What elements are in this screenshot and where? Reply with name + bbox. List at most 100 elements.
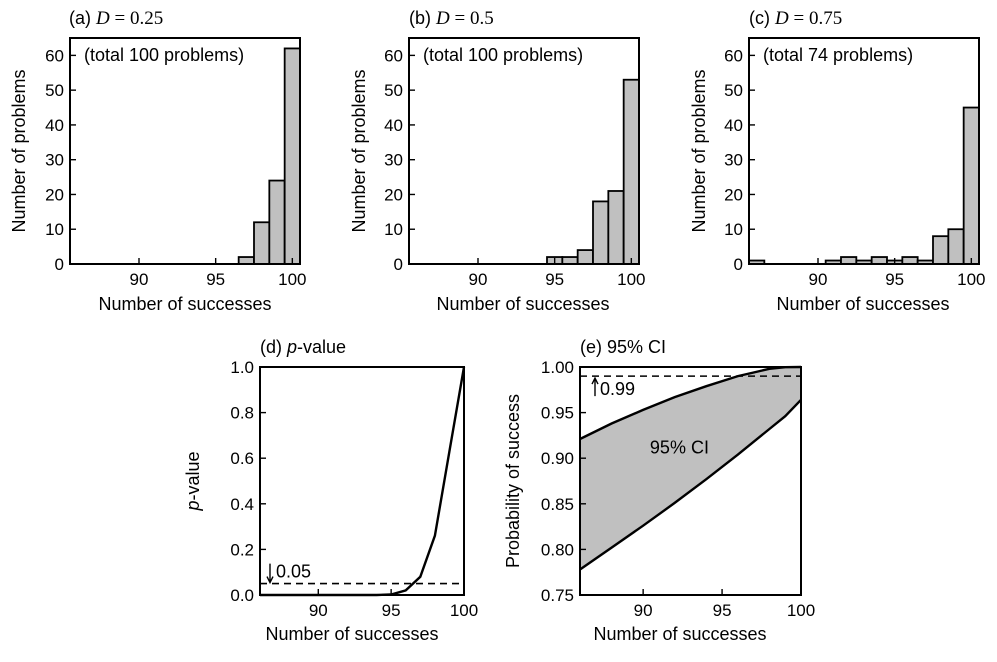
panel-a-bar-99: [268, 179, 286, 265]
panel-e-label: (e): [580, 337, 602, 357]
panel-c: (c) D = 0.75 90 95 100 0 10 20 30 40 50 60 (total …: [689, 8, 986, 314]
panel-d-plot: 0.05: [260, 366, 466, 597]
panel-undefined-xtick-label-2: 100: [617, 270, 645, 289]
panel-d-title-italic: p: [286, 337, 297, 357]
panel-a: (a) D = 0.25 90 95 100 0 10 20 30 40 50 60 (total …: [9, 8, 307, 314]
panel-c-label: (c): [749, 8, 770, 28]
panel-b-axes-frame: [408, 37, 640, 265]
panel-undefined-ytick-label-6: 60: [724, 46, 743, 65]
panel-c-bar-94: [870, 256, 888, 265]
panel-c-title: (c) D = 0.75: [749, 8, 842, 29]
panel-b-bar-97: [576, 249, 594, 265]
panel-e-plot: 0.99 95% CI: [579, 365, 802, 571]
panel-c-title-symbol: D: [774, 8, 789, 29]
panel-c-ylabel: Number of problems: [689, 69, 709, 232]
panel-a-title-symbol: D: [95, 8, 110, 29]
panel-undefined-ytick-label-1: 10: [384, 220, 403, 239]
panel-e-reference-arrow: [591, 376, 599, 397]
panel-d-ytick-label-2: 0.4: [230, 495, 254, 514]
panel-undefined-ytick-label-3: 30: [384, 151, 403, 170]
panel-e-xtick-label-0: 90: [634, 601, 653, 620]
panel-undefined-xtick-label-0: 90: [130, 270, 149, 289]
panel-undefined-xtick-label-1: 95: [885, 270, 904, 289]
panel-undefined-ytick-label-1: 10: [724, 220, 743, 239]
panel-e-ticks: 90 95 100 0.75 0.80 0.85 0.90 0.95 1.00: [541, 358, 815, 620]
panel-undefined-ytick-label-0: 0: [394, 255, 403, 274]
panel-e-xlabel: Number of successes: [593, 624, 766, 644]
panel-c-bar-100: [962, 106, 980, 265]
panel-b-title: (b) D = 0.5: [409, 8, 494, 29]
panel-a-bar-97: [237, 256, 255, 265]
panel-e-ci-band: [580, 367, 801, 570]
panel-a-title: (a) D = 0.25: [69, 8, 163, 29]
panel-a-bar-100: [283, 47, 301, 265]
panel-d-ylabel: p-value: [183, 451, 203, 511]
panel-e-ytick-label-0: 0.75: [541, 586, 574, 605]
panel-b-bar-100: [622, 78, 640, 265]
panel-b-title-symbol: D: [435, 8, 450, 29]
panel-e-ylabel: Probability of success: [503, 394, 523, 568]
panel-d-ticks: 90 95 100 0.0 0.2 0.4 0.6 0.8 1.0: [230, 358, 478, 620]
panel-b-annotation: (total 100 problems): [423, 45, 583, 65]
panel-b: (b) D = 0.5 90 95 100 0 10 20 30 40 50 60 (total 1…: [349, 8, 646, 314]
panel-d-title-rest: -value: [297, 337, 346, 357]
panel-e-band-label: 95% CI: [650, 438, 709, 458]
panel-undefined-ytick-label-2: 20: [384, 185, 403, 204]
panel-d-ytick-label-5: 1.0: [230, 358, 254, 377]
panel-c-bar-98: [932, 235, 950, 265]
panel-undefined-ytick-label-2: 20: [45, 185, 64, 204]
panel-c-bar-99: [947, 228, 965, 265]
panel-d-xlabel: Number of successes: [265, 624, 438, 644]
panel-d-series-0-line: [260, 366, 466, 597]
panel-a-bar-98: [253, 221, 271, 265]
panel-undefined-ytick-label-3: 30: [724, 151, 743, 170]
panel-undefined-ytick-label-5: 50: [384, 81, 403, 100]
panel-a-bars: [237, 47, 301, 265]
panel-d-xtick-label-1: 95: [382, 601, 401, 620]
panel-d-xtick-label-2: 100: [450, 601, 478, 620]
panel-undefined-xtick-label-1: 95: [206, 270, 225, 289]
panel-c-bar-96: [901, 256, 919, 265]
panel-undefined-ytick-label-4: 40: [384, 116, 403, 135]
panel-undefined-ytick-label-5: 50: [724, 81, 743, 100]
panel-b-bar-99: [607, 190, 625, 265]
panel-d-title: (d) p-value: [260, 337, 346, 357]
panel-a-ylabel: Number of problems: [9, 69, 29, 232]
panel-d-ylabel-italic: p: [183, 501, 203, 512]
panel-d: (d) p-value 0.05 90 95 1000.00.20.40.60.81.…: [183, 337, 478, 644]
panel-b-bar-96: [561, 256, 579, 265]
panel-undefined-ytick-label-0: 0: [734, 255, 743, 274]
panel-e-xtick-label-2: 100: [787, 601, 815, 620]
panel-d-ylabel-rest: -value: [183, 451, 203, 500]
panel-undefined-ytick-label-3: 30: [45, 151, 64, 170]
panel-b-xlabel: Number of successes: [436, 294, 609, 314]
panel-b-ylabel: Number of problems: [349, 69, 369, 232]
panel-d-ytick-label-4: 0.8: [230, 404, 254, 423]
panel-e-xtick-label-1: 95: [713, 601, 732, 620]
panel-e-ytick-label-1: 0.80: [541, 540, 574, 559]
panel-d-xtick-label-0: 90: [309, 601, 328, 620]
panel-c-ticks: 90 95 100 0 10 20 30 40 50 60: [724, 46, 985, 289]
panel-undefined-xtick-label-0: 90: [469, 270, 488, 289]
panel-undefined-ytick-label-2: 20: [724, 185, 743, 204]
panel-c-title-eq: =: [789, 8, 809, 29]
panel-undefined-xtick-label-0: 90: [809, 270, 828, 289]
panel-e-ytick-label-4: 0.95: [541, 404, 574, 423]
panel-d-label: (d): [260, 337, 282, 357]
panel-undefined-ytick-label-4: 40: [724, 116, 743, 135]
panel-d-ytick-label-1: 0.2: [230, 540, 254, 559]
panel-a-title-eq: =: [110, 8, 130, 29]
panel-undefined-ytick-label-6: 60: [45, 46, 64, 65]
panel-e-axes-frame: [579, 366, 802, 596]
panel-e-reference-label: 0.99: [600, 379, 635, 399]
panel-undefined-xtick-label-1: 95: [545, 270, 564, 289]
panel-undefined-ytick-label-1: 10: [45, 220, 64, 239]
panel-d-reference-label: 0.05: [276, 562, 311, 582]
panel-undefined-ytick-label-4: 40: [45, 116, 64, 135]
panel-e-title-text: 95% CI: [607, 337, 666, 357]
panel-b-label: (b): [409, 8, 431, 28]
panel-c-axes-frame: [748, 37, 980, 265]
panel-undefined-xtick-label-2: 100: [278, 270, 306, 289]
